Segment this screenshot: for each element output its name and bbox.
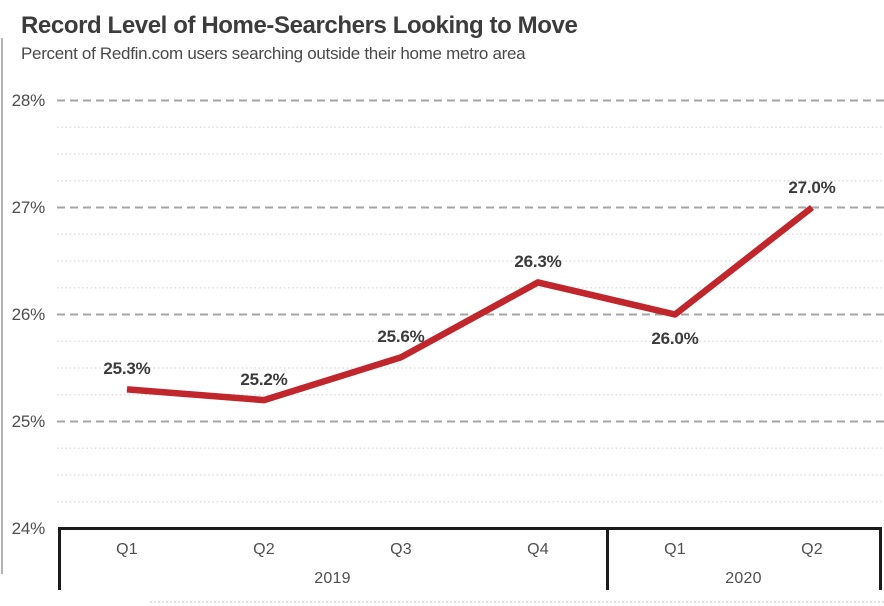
major-gridlines	[57, 99, 884, 423]
x-quarter-label: Q2	[801, 541, 823, 558]
bottom-edge-artifact	[150, 601, 884, 603]
x-axis-box	[58, 527, 882, 590]
x-quarter-label: Q2	[253, 541, 275, 558]
data-point-label: 26.3%	[514, 252, 562, 272]
y-tick-label: 26%	[11, 304, 46, 324]
x-axis-year-divider	[606, 527, 609, 590]
chart-subtitle: Percent of Redfin.com users searching ou…	[21, 44, 526, 63]
x-quarter-label: Q3	[390, 541, 412, 558]
x-quarter-label: Q1	[664, 541, 686, 558]
x-year-label: 2019	[314, 570, 351, 587]
x-quarter-label: Q4	[527, 541, 549, 558]
x-year-label: 2020	[725, 570, 762, 587]
left-edge-artifact-line	[1, 38, 3, 574]
y-tick-label: 24%	[11, 518, 46, 538]
y-tick-label: 27%	[11, 197, 46, 217]
y-tick-label: 25%	[11, 411, 46, 431]
data-point-label: 25.2%	[240, 370, 288, 390]
chart-title: Record Level of Home-Searchers Looking t…	[21, 12, 578, 39]
y-tick-label: 28%	[11, 90, 46, 110]
data-point-label: 26.0%	[651, 328, 699, 348]
trend-line	[126, 204, 815, 404]
trend-line-group	[126, 204, 815, 404]
data-point-label: 27.0%	[788, 177, 836, 197]
data-point-label: 25.6%	[377, 327, 425, 347]
data-point-label: 25.3%	[103, 359, 151, 379]
x-quarter-label: Q1	[116, 541, 138, 558]
minor-gridlines	[57, 126, 884, 503]
